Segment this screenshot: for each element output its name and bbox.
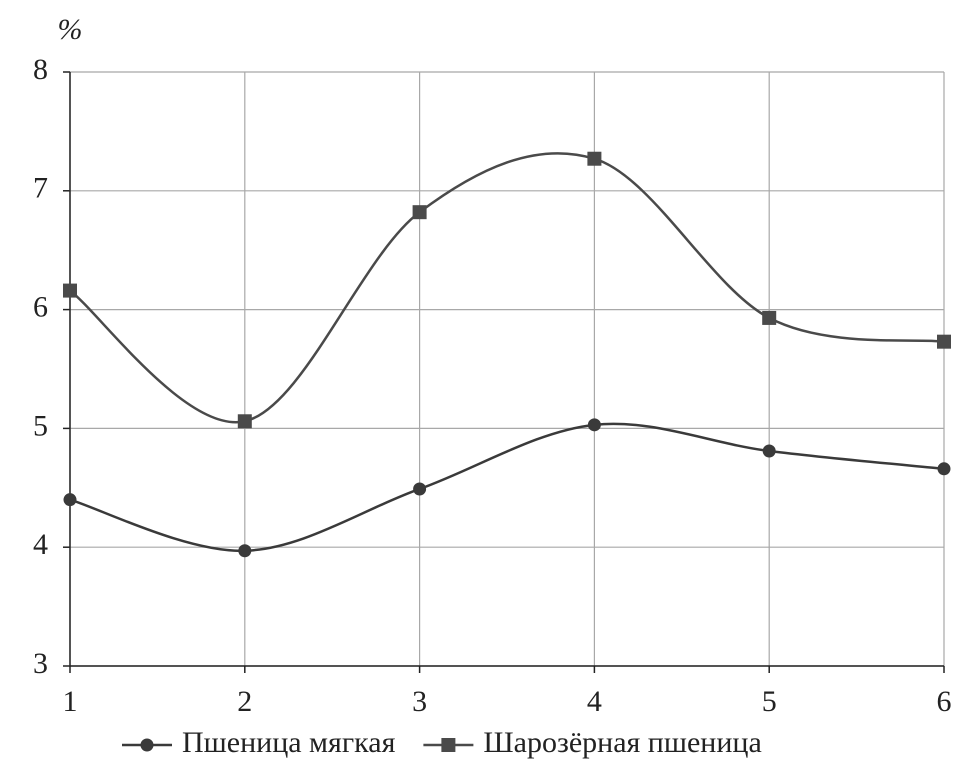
data-point [412,205,427,220]
data-point [63,283,77,298]
legend-marker [140,738,154,752]
y-tick-label: 5 [33,409,48,442]
legend-marker [441,738,456,752]
data-point [587,151,602,166]
data-point [237,414,252,429]
legend-label: Пшеница мягкая [182,726,396,759]
data-point [63,493,77,507]
y-tick-label: 8 [33,53,48,86]
x-tick-label: 3 [412,685,427,718]
data-point [238,544,252,558]
y-tick-label: 7 [33,172,48,205]
data-point [937,334,951,349]
x-tick-label: 2 [237,685,252,718]
y-tick-label: 3 [33,647,48,680]
data-point [937,462,951,476]
x-tick-label: 1 [63,685,78,718]
series-line [69,422,945,553]
y-tick-label: 4 [33,528,48,561]
data-point [587,418,601,432]
x-tick-label: 5 [762,685,777,718]
x-tick-label: 6 [937,685,952,718]
series-line [69,152,945,424]
x-tick-label: 4 [587,685,602,718]
y-axis-label: % [58,13,83,46]
legend-label: Шарозёрная пшеница [483,726,761,759]
data-point [762,444,776,458]
data-point [413,482,427,496]
y-tick-label: 6 [33,290,48,323]
data-point [762,310,777,325]
